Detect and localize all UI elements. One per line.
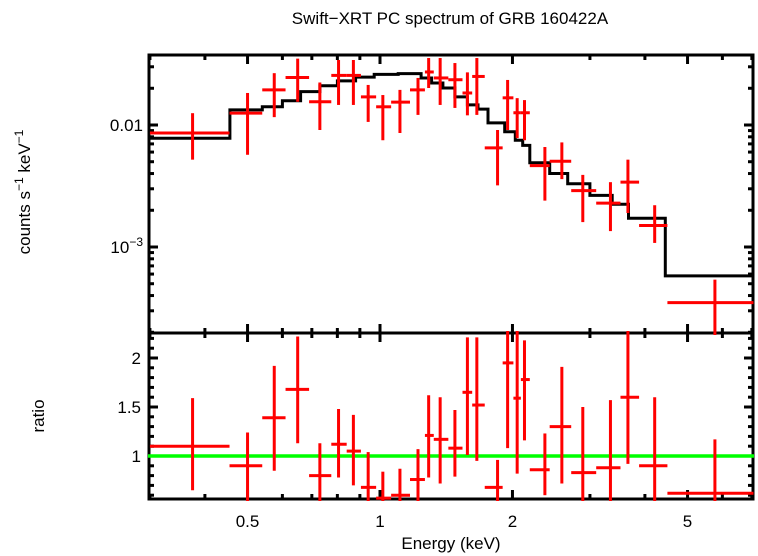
x-axis-label: Energy (keV) xyxy=(401,534,500,553)
plot-root: 0.01 10−3 1 1.5 2 0.5 1 2 5 xyxy=(110,53,755,531)
spectrum-data-points xyxy=(149,58,754,335)
tick-labels: 0.01 10−3 1 1.5 2 0.5 1 2 5 xyxy=(110,116,692,531)
x-tick-label: 0.5 xyxy=(236,512,260,531)
x-tick-label: 5 xyxy=(683,512,692,531)
x-tick-label: 2 xyxy=(508,512,517,531)
y-axis-label-counts: counts s−1 keV−1 xyxy=(12,129,34,254)
y-tick-label: 0.01 xyxy=(110,116,143,135)
tick-marks xyxy=(148,55,754,499)
spectrum-panel-frame xyxy=(147,53,755,335)
y-tick-label: 10−3 xyxy=(110,235,143,257)
y-axis-label-ratio: ratio xyxy=(29,399,48,432)
plot-title: Swift−XRT PC spectrum of GRB 160422A xyxy=(292,9,609,28)
x-tick-label: 1 xyxy=(375,512,384,531)
ratio-data-points xyxy=(149,331,754,501)
y-tick-label: 2 xyxy=(132,349,141,368)
model-step-line xyxy=(149,72,754,278)
y-tick-label: 1.5 xyxy=(117,398,141,417)
y-tick-label: 1 xyxy=(132,447,141,466)
ratio-panel-frame xyxy=(147,331,755,501)
